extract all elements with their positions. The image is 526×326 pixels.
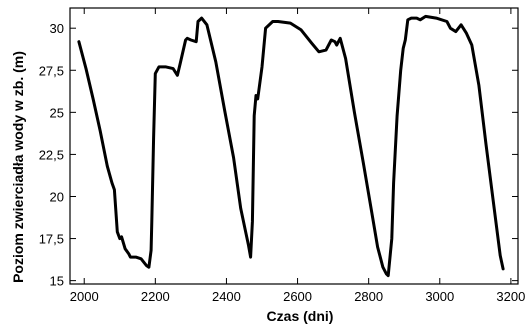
x-tick-label: 3000 — [425, 289, 454, 304]
y-tick-label: 17,5 — [39, 232, 64, 247]
y-tick-label: 27,5 — [39, 63, 64, 78]
x-tick-label: 2400 — [212, 289, 241, 304]
x-tick-label: 2600 — [283, 289, 312, 304]
x-tick-label: 2200 — [141, 289, 170, 304]
y-tick-label: 20 — [50, 189, 64, 204]
y-tick-label: 25 — [50, 105, 64, 120]
plot-layer — [79, 16, 503, 275]
series-line — [79, 16, 503, 275]
x-tick-label: 2800 — [354, 289, 383, 304]
x-tick-label: 3200 — [496, 289, 525, 304]
x-axis-label: Czas (dni) — [267, 308, 334, 324]
y-axis-label: Poziom zwierciadła wody w zb. (m) — [10, 51, 26, 283]
axes-layer: 2000 2200 2400 2600 2800 3000 3200 15 17,5 20 22,5… — [39, 8, 526, 304]
y-tick-label: 15 — [50, 274, 64, 289]
y-tick-label: 30 — [50, 21, 64, 36]
y-tick-label: 22,5 — [39, 147, 64, 162]
plot-frame — [70, 8, 518, 284]
x-tick-label: 2000 — [70, 289, 99, 304]
